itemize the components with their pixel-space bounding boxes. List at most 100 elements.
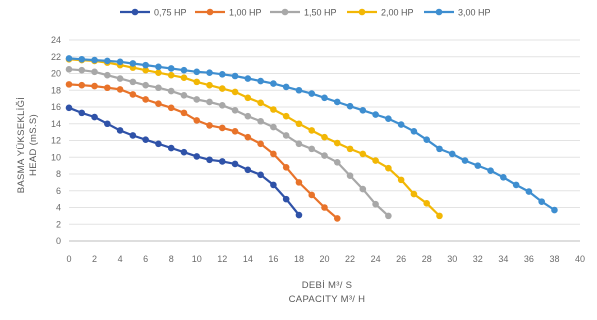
data-point	[104, 84, 111, 92]
data-point	[167, 87, 175, 95]
data-point	[257, 140, 264, 148]
legend-swatch-marker	[131, 8, 139, 16]
legend-label: 1,00 HP	[229, 8, 262, 18]
data-point	[155, 84, 162, 92]
data-point	[91, 56, 98, 64]
x-tick-label: 30	[447, 254, 457, 264]
legend-label: 3,00 HP	[458, 8, 491, 18]
y-tick-label: 2	[56, 219, 61, 229]
data-point	[257, 77, 264, 85]
data-series	[65, 55, 558, 222]
x-tick-label: 28	[422, 254, 432, 264]
data-point	[180, 91, 188, 99]
data-point	[397, 176, 405, 184]
data-point	[270, 106, 277, 113]
data-point	[180, 148, 188, 156]
data-point	[295, 140, 303, 148]
data-point	[180, 109, 188, 117]
data-point	[155, 63, 162, 71]
y-tick-label: 12	[51, 136, 61, 146]
data-point	[270, 80, 277, 87]
series-line	[68, 58, 441, 217]
data-point	[257, 99, 264, 107]
x-tick-label: 10	[192, 254, 202, 264]
data-point	[231, 160, 239, 168]
y-tick-label: 6	[56, 186, 61, 196]
data-point	[270, 123, 277, 131]
data-point	[116, 58, 124, 66]
data-point	[91, 82, 98, 90]
x-tick-label: 16	[268, 254, 278, 264]
data-point	[308, 127, 316, 134]
y-tick-label: 0	[56, 236, 61, 246]
data-point	[295, 211, 303, 219]
data-point	[206, 69, 213, 76]
data-point	[206, 81, 213, 89]
data-point	[65, 104, 73, 112]
data-point	[219, 124, 226, 132]
data-point	[410, 190, 418, 198]
x-tick-label: 14	[243, 254, 253, 264]
y-tick-label: 8	[56, 169, 61, 179]
y-tick-label: 18	[51, 85, 61, 95]
legend-item: 0,75 HP	[120, 8, 187, 18]
legend-swatch-marker	[206, 8, 214, 16]
legend-item: 2,00 HP	[347, 8, 414, 18]
series-300-hp	[65, 55, 558, 214]
x-axis-label-secondary: CAPACITY M³/ H	[289, 294, 366, 305]
data-point	[180, 74, 188, 81]
data-point	[333, 139, 341, 147]
data-point	[104, 120, 111, 128]
data-point	[231, 88, 239, 96]
x-tick-label: 18	[294, 254, 304, 264]
legend-swatch-marker	[281, 8, 289, 16]
data-point	[270, 181, 277, 189]
data-point	[410, 127, 418, 135]
data-point	[512, 181, 520, 189]
data-point	[321, 94, 328, 102]
data-point	[91, 113, 98, 121]
legend-item: 1,50 HP	[270, 8, 337, 18]
x-tick-label: 32	[473, 254, 483, 264]
y-tick-label: 10	[51, 152, 61, 162]
data-point	[193, 68, 201, 76]
data-point	[219, 102, 226, 109]
legend: 0,75 HP 1,00 HP 1,50 HP 2,00 HP 3,00 HP	[120, 8, 491, 18]
data-point	[206, 156, 213, 164]
data-point	[167, 104, 175, 112]
data-point	[155, 140, 162, 148]
x-tick-label: 4	[118, 254, 123, 264]
data-point	[500, 174, 507, 181]
x-tick-label: 8	[169, 254, 174, 264]
data-point	[142, 61, 149, 69]
data-point	[372, 157, 379, 164]
data-point	[167, 144, 175, 152]
legend-label: 2,00 HP	[381, 8, 414, 18]
data-point	[129, 78, 137, 86]
data-point	[461, 157, 469, 164]
y-axis-label-primary: BASMA YÜKSEKLİĞİ	[16, 97, 27, 194]
data-point	[282, 112, 290, 120]
data-point	[78, 81, 86, 89]
data-point	[231, 107, 239, 114]
data-point	[193, 153, 201, 160]
data-point	[219, 71, 226, 78]
data-point	[295, 86, 303, 94]
data-point	[372, 111, 379, 118]
data-point	[308, 90, 316, 97]
data-point	[78, 55, 86, 63]
y-tick-label: 16	[51, 102, 61, 112]
y-tick-label: 20	[51, 69, 61, 79]
series-100-hp	[65, 81, 341, 222]
legend-label: 0,75 HP	[154, 8, 187, 18]
data-point	[206, 122, 213, 129]
data-point	[436, 212, 443, 220]
data-point	[206, 98, 213, 106]
data-point	[65, 55, 73, 62]
legend-swatch-marker	[435, 8, 443, 16]
data-point	[244, 133, 252, 141]
x-tick-label: 36	[524, 254, 534, 264]
data-point	[385, 212, 392, 220]
